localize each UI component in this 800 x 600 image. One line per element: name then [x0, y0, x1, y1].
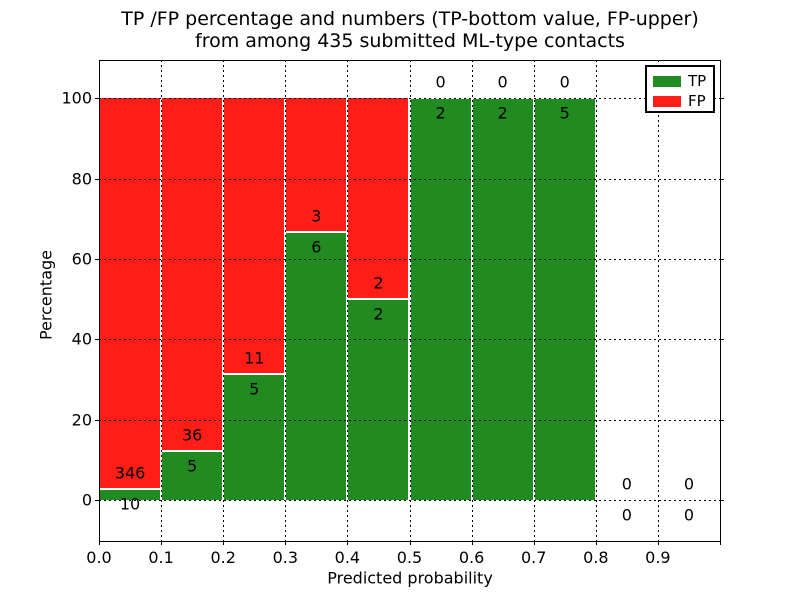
- y-tick-mark-right: [720, 178, 724, 180]
- x-tick-mark: [99, 541, 100, 545]
- tp-count-label: 10: [119, 494, 141, 514]
- y-tick-mark: [95, 500, 99, 501]
- x-tick-mark: [471, 541, 473, 545]
- fp-count-label: 0: [559, 72, 570, 92]
- vertical-gridline: [285, 60, 287, 541]
- y-tick-mark: [95, 339, 99, 341]
- tp-bar-segment: [161, 451, 224, 500]
- tp-count-label: 5: [249, 379, 260, 399]
- vertical-gridline: [595, 60, 597, 541]
- x-axis-label: Predicted probability: [327, 568, 493, 588]
- tp-bar-segment: [347, 299, 410, 500]
- vertical-gridline: [533, 60, 535, 541]
- tp-count-label: 6: [311, 237, 322, 257]
- y-tick-mark: [95, 258, 99, 260]
- legend-entry-fp: FP: [653, 91, 713, 111]
- x-tick-mark: [223, 541, 225, 545]
- tp-bar-segment: [409, 98, 472, 500]
- fp-bar-segment: [99, 98, 162, 489]
- vertical-gridline: [223, 60, 225, 541]
- fp-count-label: 3: [311, 206, 322, 226]
- x-tick-label: 0.9: [645, 548, 671, 567]
- tp-bar-segment: [223, 374, 286, 500]
- y-tick-label: 60: [71, 249, 92, 269]
- x-tick-mark: [347, 541, 349, 545]
- x-tick-mark: [285, 541, 287, 545]
- x-tick-label: 0.6: [458, 548, 485, 567]
- tp-bar-segment: [471, 98, 534, 500]
- y-tick-mark-right: [720, 339, 724, 341]
- fp-bar-segment: [223, 98, 286, 375]
- legend-label-fp: FP: [688, 91, 706, 110]
- chart-title-line1: TP /FP percentage and numbers (TP-bottom…: [121, 8, 699, 30]
- vertical-gridline: [347, 60, 349, 541]
- tp-count-label: 2: [373, 304, 384, 324]
- vertical-gridline: [409, 60, 411, 541]
- fp-count-label: 0: [683, 474, 695, 494]
- fp-count-label: 0: [497, 72, 508, 92]
- x-tick-label: 0.5: [396, 548, 423, 567]
- y-tick-label: 40: [71, 329, 92, 349]
- y-tick-mark-right: [720, 258, 724, 260]
- tp-count-label: 2: [435, 103, 446, 123]
- legend: TP FP: [645, 65, 715, 113]
- tp-count-label: 5: [559, 103, 570, 123]
- x-tick-label: 0.1: [148, 548, 174, 567]
- tp-count-label: 2: [497, 103, 508, 123]
- fp-count-label: 346: [114, 463, 146, 483]
- y-tick-label: 20: [71, 410, 92, 430]
- y-tick-label: 100: [61, 88, 92, 108]
- fp-bar-segment: [347, 98, 410, 300]
- chart-title: TP /FP percentage and numbers (TP-bottom…: [99, 8, 721, 52]
- fp-bar-segment: [285, 98, 348, 233]
- x-tick-mark: [595, 541, 597, 545]
- x-tick-label: 0.0: [86, 548, 112, 567]
- tp-color-swatch: [653, 75, 681, 87]
- y-tick-label: 0: [81, 490, 92, 510]
- legend-label-tp: TP: [688, 71, 707, 90]
- vertical-gridline: [657, 60, 659, 541]
- fp-count-label: 2: [373, 273, 384, 293]
- fp-bar-segment: [161, 98, 224, 451]
- vertical-gridline: [471, 60, 473, 541]
- fp-count-label: 11: [244, 348, 265, 368]
- x-tick-mark: [161, 541, 163, 545]
- x-tick-mark: [409, 541, 411, 545]
- x-tick-mark: [657, 541, 659, 545]
- tp-bar-segment: [285, 232, 348, 500]
- tp-bar-segment: [533, 98, 596, 500]
- x-tick-mark: [533, 541, 535, 545]
- y-tick-mark: [95, 178, 99, 180]
- x-tick-label: 0.8: [583, 548, 609, 567]
- y-tick-mark: [95, 98, 99, 100]
- x-tick-label: 0.7: [520, 548, 547, 567]
- y-tick-mark-right: [720, 500, 724, 501]
- y-tick-mark: [95, 419, 99, 421]
- x-tick-label: 0.2: [210, 548, 236, 567]
- fp-color-swatch: [653, 95, 681, 107]
- x-tick-label: 0.4: [334, 548, 361, 567]
- y-tick-label: 80: [71, 169, 92, 189]
- fp-count-label: 0: [621, 474, 632, 494]
- legend-entry-tp: TP: [653, 71, 713, 91]
- y-tick-mark-right: [720, 419, 724, 421]
- tp-count-label: 0: [683, 505, 695, 525]
- tp-count-label: 0: [621, 505, 632, 525]
- tp-count-label: 5: [187, 456, 198, 476]
- y-tick-mark-right: [720, 98, 724, 100]
- chart-title-line2: from among 435 submitted ML-type contact…: [195, 30, 625, 52]
- fp-count-label: 0: [435, 72, 446, 92]
- x-tick-mark: [720, 541, 721, 545]
- fp-count-label: 36: [181, 425, 203, 445]
- vertical-gridline: [161, 60, 163, 541]
- x-tick-label: 0.3: [272, 548, 299, 567]
